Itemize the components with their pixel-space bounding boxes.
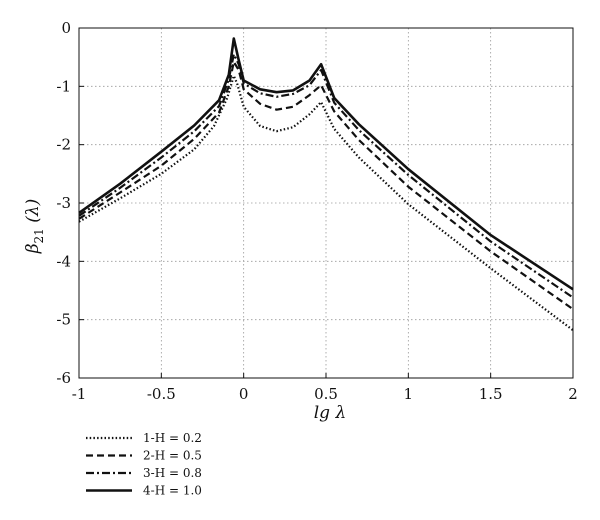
svg-text:β21 (λ): β21 (λ) (23, 199, 46, 255)
x-tick-label: 2 (568, 385, 578, 403)
y-tick-label: -6 (56, 369, 71, 387)
y-axis-label: β21 (λ) (23, 199, 46, 255)
y-tick-label: -2 (56, 136, 71, 154)
legend: 1-H = 0.2 2-H = 0.5 3-H = 0.8 4-H = 1.0 (86, 431, 202, 498)
series-line-4 (78, 37, 574, 291)
y-axis-label-argument: (λ) (23, 199, 43, 228)
legend-label-2: 2-H = 0.5 (143, 449, 202, 463)
x-tick-label: 0.5 (314, 385, 338, 403)
legend-label-1: 1-H = 0.2 (143, 431, 202, 445)
x-tick-label: 1.5 (479, 385, 503, 403)
series-line-1 (78, 74, 574, 332)
y-tick-label: -1 (56, 77, 71, 95)
y-axis-label-subscript: 21 (32, 228, 46, 243)
legend-label-3: 3-H = 0.8 (143, 466, 202, 480)
y-axis-label-main: β (23, 243, 43, 254)
plot-frame (78, 27, 574, 379)
legend-label-4: 4-H = 1.0 (143, 484, 202, 498)
grid-lines (78, 27, 574, 379)
series-lines (78, 37, 574, 332)
x-axis-label: lg λ (314, 403, 347, 423)
y-tick-label: -5 (56, 311, 71, 329)
x-tick-label: 1 (404, 385, 414, 403)
x-tick-label: 0 (239, 385, 249, 403)
series-line-2 (78, 60, 574, 311)
y-tick-label: -4 (56, 252, 71, 270)
x-tick-label: -1 (72, 385, 87, 403)
y-tick-label: 0 (61, 19, 71, 37)
x-tick-label: -0.5 (147, 385, 176, 403)
y-tick-label: -3 (56, 194, 71, 212)
tick-labels: -1 -0.5 0 0.5 1 1.5 2 0 -1 -2 -3 -4 -5 -6 (56, 19, 577, 403)
